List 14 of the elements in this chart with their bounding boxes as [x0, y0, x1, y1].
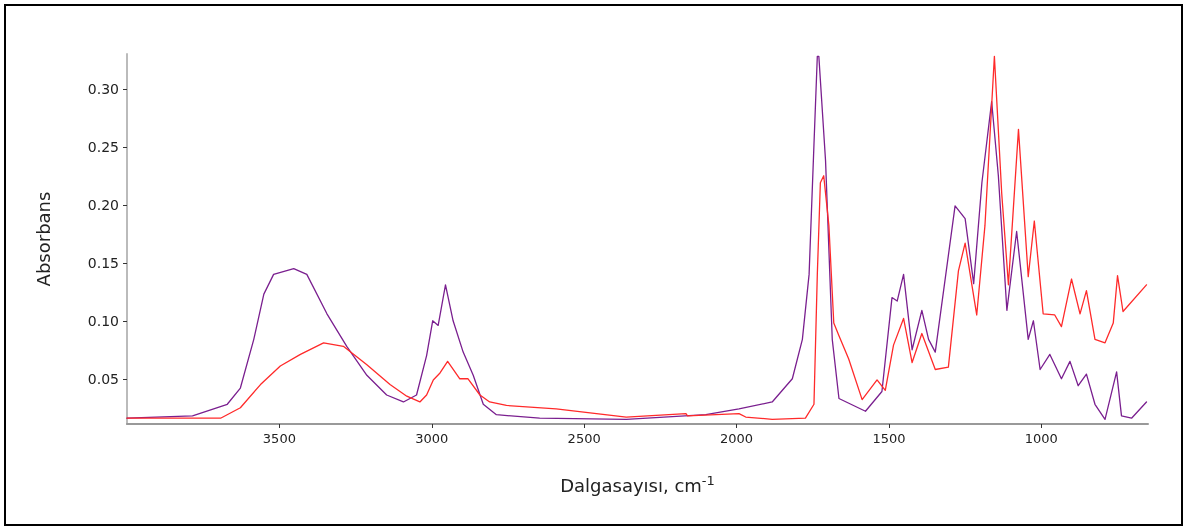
x-tick-label: 1500: [872, 431, 906, 446]
x-tick-label: 3000: [415, 431, 449, 446]
y-tick-label: 0.10: [87, 312, 119, 329]
y-tick-label: 0.25: [87, 138, 119, 155]
line-series: [126, 55, 1148, 421]
y-axis-title: Absorbans: [32, 191, 54, 287]
x-tick-label: 3500: [262, 431, 296, 446]
x-tick-label: 2500: [567, 431, 601, 446]
x-tick-label: 2000: [720, 431, 754, 446]
y-tick-label: 0.20: [87, 196, 119, 213]
y-tick-label: 0.05: [87, 370, 119, 387]
y-tick-label: 0.30: [87, 80, 119, 97]
x-tick-label: 1000: [1024, 431, 1058, 446]
y-tick-label: 0.15: [87, 254, 119, 271]
